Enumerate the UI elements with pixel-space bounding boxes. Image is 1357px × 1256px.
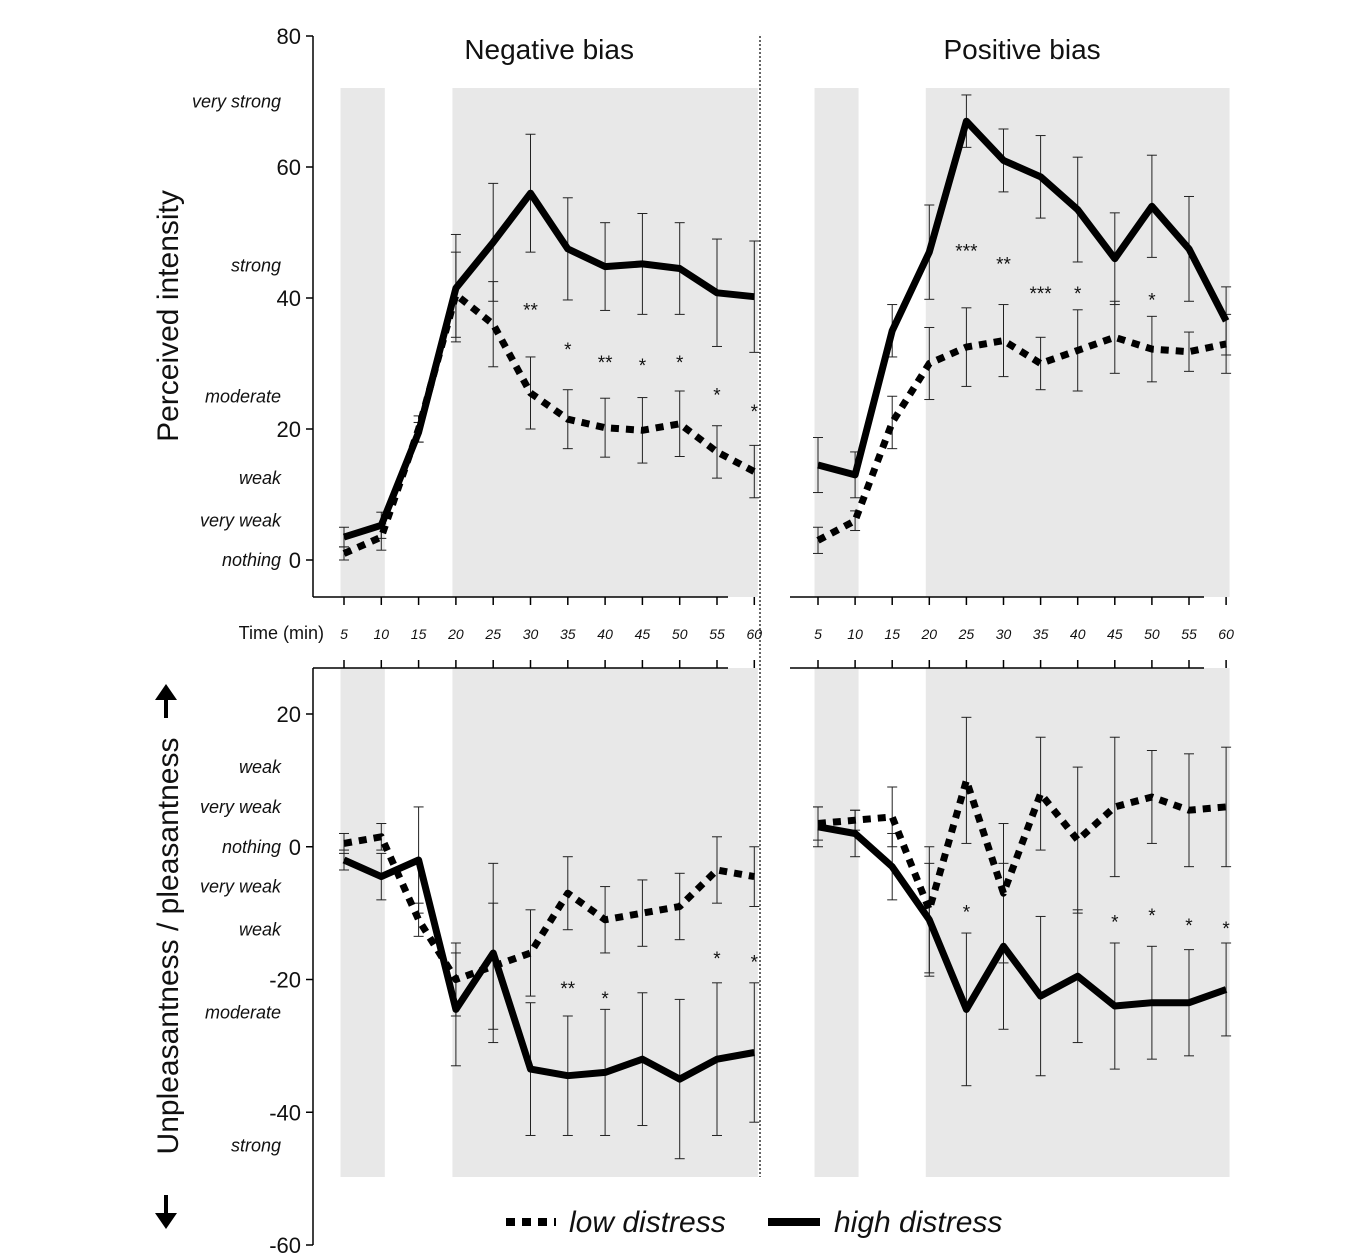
axes bbox=[155, 35, 1227, 1246]
significance-marker: ** bbox=[996, 255, 1011, 276]
significance-marker: *** bbox=[1030, 284, 1053, 305]
qualitative-label: weak bbox=[239, 757, 282, 777]
x-tick-label: 10 bbox=[847, 626, 863, 642]
significance-marker: ** bbox=[523, 301, 538, 322]
series-line-low-distress bbox=[816, 333, 1227, 544]
up-arrow-icon bbox=[155, 684, 177, 700]
x-tick-label: 50 bbox=[672, 626, 688, 642]
panel-title: Positive bias bbox=[943, 34, 1100, 65]
significance-marker: * bbox=[751, 952, 759, 973]
x-tick-label: 20 bbox=[921, 626, 938, 642]
qualitative-label: very weak bbox=[200, 797, 282, 817]
down-arrow-icon bbox=[155, 1213, 177, 1229]
significance-marker: * bbox=[1111, 912, 1119, 933]
x-tick-label: 25 bbox=[958, 626, 975, 642]
shaded-region bbox=[814, 88, 859, 597]
y-axis-title: Unpleasantness / pleasantness bbox=[152, 738, 185, 1155]
y-tick-label: 40 bbox=[277, 286, 301, 311]
series-line-high-distress bbox=[817, 117, 1230, 479]
y-tick-label: 60 bbox=[277, 155, 301, 180]
significance-marker: *** bbox=[955, 242, 978, 263]
qualitative-label: very strong bbox=[192, 92, 281, 112]
x-tick-label: 5 bbox=[814, 626, 822, 642]
series-lines bbox=[342, 117, 1230, 1083]
x-tick-label: 30 bbox=[996, 626, 1012, 642]
series-line-high-distress bbox=[817, 823, 1228, 1013]
y-tick-label: 20 bbox=[277, 702, 301, 727]
legend-label-high-distress: high distress bbox=[834, 1206, 1002, 1239]
y-tick-label: 0 bbox=[289, 835, 301, 860]
significance-marker: ** bbox=[560, 979, 575, 1000]
significance-marker: * bbox=[1074, 284, 1082, 305]
y-tick-label: 0 bbox=[289, 548, 301, 573]
y-tick-label: 80 bbox=[277, 24, 301, 49]
qualitative-label: strong bbox=[231, 255, 281, 275]
significance-marker: * bbox=[713, 386, 721, 407]
y-tick-label: 20 bbox=[277, 417, 301, 442]
panel-title: Negative bias bbox=[464, 34, 634, 65]
qualitative-label: moderate bbox=[205, 386, 281, 406]
significance-marker: * bbox=[1185, 916, 1193, 937]
significance-marker: * bbox=[713, 949, 721, 970]
qualitative-label: strong bbox=[231, 1135, 281, 1155]
y-tick-label: -40 bbox=[269, 1100, 301, 1125]
x-tick-label: 60 bbox=[1218, 626, 1234, 642]
significance-marker: ** bbox=[598, 353, 613, 374]
x-tick-label: 25 bbox=[484, 626, 501, 642]
qualitative-label: very weak bbox=[200, 511, 282, 531]
legend-label-low-distress: low distress bbox=[569, 1206, 726, 1239]
x-tick-label: 40 bbox=[1070, 626, 1086, 642]
significance-marker: * bbox=[1222, 919, 1230, 940]
x-tick-label: 55 bbox=[709, 626, 725, 642]
chart-text: 0 20 40 60 80 very strong strong moderate weak ve… bbox=[152, 24, 1234, 1256]
significance-marker: * bbox=[1148, 906, 1156, 927]
significance-marker: * bbox=[751, 402, 759, 423]
series-line-high-distress bbox=[342, 189, 755, 541]
y-axis-title: Perceived intensity bbox=[152, 190, 185, 442]
x-tick-label: 20 bbox=[447, 626, 464, 642]
shaded-region bbox=[452, 88, 758, 597]
x-tick-label: 10 bbox=[374, 626, 390, 642]
shaded-region bbox=[814, 668, 859, 1177]
qualitative-label: moderate bbox=[205, 1003, 281, 1023]
x-tick-label: 45 bbox=[1107, 626, 1123, 642]
x-tick-label: 40 bbox=[597, 626, 613, 642]
y-tick-label: -20 bbox=[269, 968, 301, 993]
qualitative-label: very weak bbox=[200, 877, 282, 897]
x-tick-label: 35 bbox=[1033, 626, 1049, 642]
significance-marker: * bbox=[639, 356, 647, 377]
x-tick-label: 35 bbox=[560, 626, 576, 642]
qualitative-label: nothing bbox=[222, 837, 281, 857]
qualitative-label: nothing bbox=[222, 550, 281, 570]
x-tick-label: 15 bbox=[884, 626, 900, 642]
legend: low distress high distress bbox=[506, 1206, 1002, 1239]
time-axis-label: Time (min) bbox=[239, 623, 324, 643]
qualitative-label: weak bbox=[239, 920, 282, 940]
x-tick-label: 60 bbox=[747, 626, 763, 642]
x-tick-label: 5 bbox=[340, 626, 348, 642]
y-tick-label: -60 bbox=[269, 1233, 301, 1256]
significance-marker: * bbox=[676, 353, 684, 374]
shaded-region bbox=[340, 88, 385, 597]
x-tick-label: 30 bbox=[523, 626, 539, 642]
x-tick-label: 50 bbox=[1144, 626, 1160, 642]
significance-marker: * bbox=[963, 902, 971, 923]
qualitative-label: weak bbox=[239, 468, 282, 488]
shaded-regions bbox=[340, 88, 1230, 1177]
significance-marker: * bbox=[564, 340, 572, 361]
x-tick-label: 55 bbox=[1181, 626, 1197, 642]
x-tick-label: 45 bbox=[635, 626, 651, 642]
significance-marker: * bbox=[601, 989, 609, 1010]
x-tick-label: 15 bbox=[411, 626, 427, 642]
shaded-region bbox=[340, 668, 385, 1177]
series-line-low-distress bbox=[817, 776, 1227, 914]
series-line-high-distress bbox=[342, 856, 755, 1083]
significance-marker: * bbox=[1148, 291, 1156, 312]
